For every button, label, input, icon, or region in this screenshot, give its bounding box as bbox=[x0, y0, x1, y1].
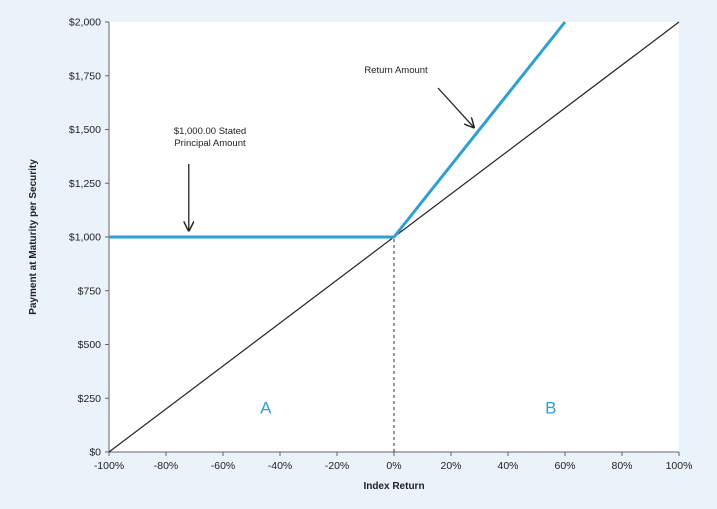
x-tick-label: -80% bbox=[154, 460, 179, 472]
region-label: A bbox=[260, 398, 272, 417]
x-tick-label: 100% bbox=[666, 460, 693, 472]
y-tick-label: $0 bbox=[89, 447, 101, 459]
payoff-line bbox=[109, 21, 567, 239]
y-tick-label: $1,250 bbox=[69, 178, 101, 190]
annotation-text: $1,000.00 Stated bbox=[174, 126, 246, 137]
y-tick-label: $750 bbox=[78, 285, 102, 297]
x-axis-label: Index Return bbox=[363, 481, 424, 492]
y-tick-label: $1,750 bbox=[69, 70, 101, 82]
x-tick-label: -60% bbox=[211, 460, 236, 472]
y-tick-label: $250 bbox=[78, 393, 102, 405]
annotation-text: Return Amount bbox=[364, 65, 428, 76]
x-tick-label: 80% bbox=[611, 460, 632, 472]
y-tick-label: $1,500 bbox=[69, 124, 101, 136]
x-tick-label: 0% bbox=[386, 460, 401, 472]
chart-frame: $0 $250 $500 $750 $1,000 $1,250 $1,500 $1,750 $2… bbox=[4, 6, 713, 504]
y-tick-label: $500 bbox=[78, 339, 102, 351]
x-tick-label: -40% bbox=[268, 460, 293, 472]
x-tick-label: 20% bbox=[440, 460, 461, 472]
payoff-chart: $0 $250 $500 $750 $1,000 $1,250 $1,500 $1,750 $2… bbox=[28, 17, 693, 493]
x-tick-label: -20% bbox=[325, 460, 350, 472]
y-axis-label: Payment at Maturity per Security bbox=[28, 159, 39, 315]
y-tick-label: $1,000 bbox=[69, 232, 101, 244]
region-label: B bbox=[545, 398, 556, 417]
x-tick-label: 60% bbox=[554, 460, 575, 472]
annotation-arrow bbox=[437, 87, 474, 127]
y-tick-label: $2,000 bbox=[69, 17, 101, 29]
x-tick-label: -100% bbox=[94, 460, 124, 472]
annotation-text: Principal Amount bbox=[174, 138, 246, 149]
x-tick-label: 40% bbox=[497, 460, 518, 472]
